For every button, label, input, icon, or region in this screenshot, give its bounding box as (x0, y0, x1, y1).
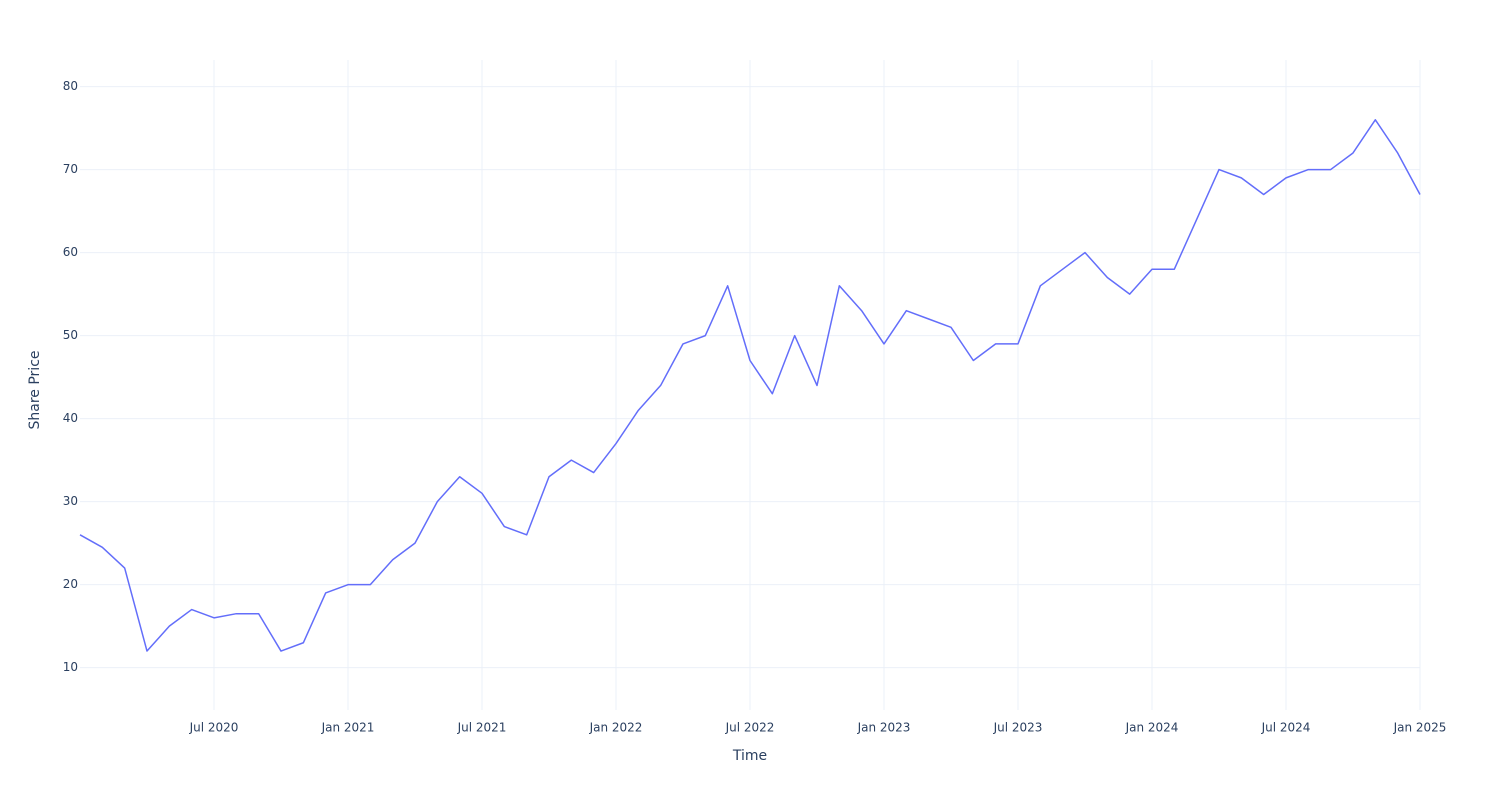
x-tick-label: Jul 2024 (1261, 721, 1311, 735)
y-tick-label: 10 (63, 660, 78, 674)
x-tick-label: Jul 2021 (457, 721, 507, 735)
x-tick-label: Jul 2023 (993, 721, 1043, 735)
y-tick-label: 70 (63, 162, 78, 176)
y-tick-label: 60 (63, 245, 78, 259)
x-tick-label: Jan 2025 (1393, 721, 1447, 735)
x-tick-label: Jan 2022 (589, 721, 643, 735)
x-tick-label: Jan 2021 (321, 721, 375, 735)
y-tick-label: 80 (63, 79, 78, 93)
y-tick-label: 20 (63, 577, 78, 591)
y-tick-label: 50 (63, 328, 78, 342)
x-tick-label: Jan 2024 (1125, 721, 1179, 735)
x-axis-title: Time (732, 748, 767, 764)
y-axis-title: Share Price (27, 350, 43, 429)
x-tick-label: Jan 2023 (857, 721, 911, 735)
price-line (79, 119, 1421, 652)
x-tick-label: Jul 2020 (189, 721, 239, 735)
x-tick-label: Jul 2022 (725, 721, 775, 735)
y-tick-label: 40 (63, 411, 78, 425)
y-tick-label: 30 (63, 494, 78, 508)
